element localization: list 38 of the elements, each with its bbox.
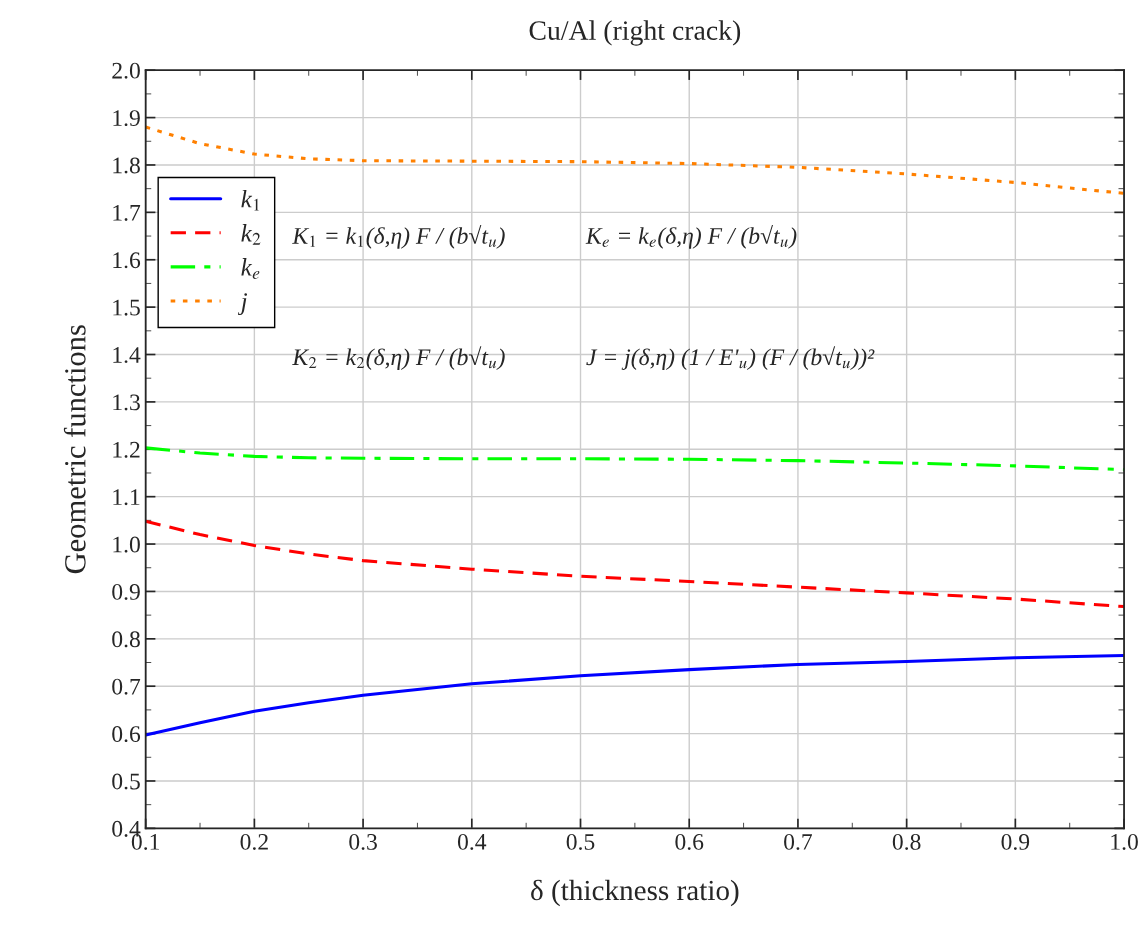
x-tick-label: 0.9 <box>1001 833 1030 850</box>
line-series <box>145 653 1125 737</box>
x-tick-label: 0.8 <box>892 833 921 850</box>
y-tick-label: 0.8 <box>112 631 140 648</box>
y-tick-label: 2.0 <box>112 62 140 79</box>
y-tick-label: 1.6 <box>113 252 141 269</box>
y-tick-label: 1.7 <box>113 204 141 221</box>
y-tick-label: 1.2 <box>113 441 140 458</box>
x-tick-label: 0.2 <box>240 833 268 850</box>
annotation: K$_{1}$ = k$_{1}$(δ,η) F / (b√t$_{u}$) <box>292 224 505 249</box>
x-tick-label: 0.6 <box>675 833 704 850</box>
legend-label: k$_{2}$ <box>241 224 261 245</box>
annotation: K$_{2}$ = k$_{2}$(δ,η) F / (b√t$_{u}$) <box>292 346 505 370</box>
x-tick-label: 0.4 <box>457 833 487 850</box>
x-tick-label: 0.3 <box>349 833 377 850</box>
y-tick-label: 1.0 <box>113 536 140 553</box>
annotation: J = j(δ,η) (1 / E'$_{u}$) (F / (b√t$_{u}$))² <box>586 346 875 370</box>
y-tick-label: 1.5 <box>113 299 140 316</box>
y-tick-label: 0.9 <box>112 583 140 600</box>
x-tick-label: 0.7 <box>784 833 813 850</box>
y-tick-label: 1.3 <box>113 394 140 411</box>
y-tick-label: 1.1 <box>113 489 140 506</box>
x-tick-label: 0.5 <box>566 833 595 850</box>
x-tick-label: 1.0 <box>1111 833 1138 850</box>
y-tick-label: 1.9 <box>113 110 140 127</box>
y-axis-title: Geometric functions <box>63 325 86 574</box>
legend-label: j <box>238 293 247 316</box>
chart-title: Cu/Al (right crack) <box>529 20 741 46</box>
y-tick-label: 0.5 <box>112 773 140 790</box>
x-axis-title: δ (thickness ratio) <box>531 879 739 907</box>
y-tick-label: 0.6 <box>112 726 141 743</box>
line-series <box>145 519 1125 609</box>
legend-label: k$_{1}$ <box>241 189 260 211</box>
annotation: K$_{e}$ = k$_{e}$(δ,η) F / (b√t$_{u}$) <box>585 224 797 249</box>
y-tick-label: 1.8 <box>113 157 140 174</box>
y-tick-label: 0.7 <box>112 678 141 695</box>
y-tick-label: 1.4 <box>113 347 141 364</box>
legend-label: k$_{e}$ <box>241 258 260 279</box>
